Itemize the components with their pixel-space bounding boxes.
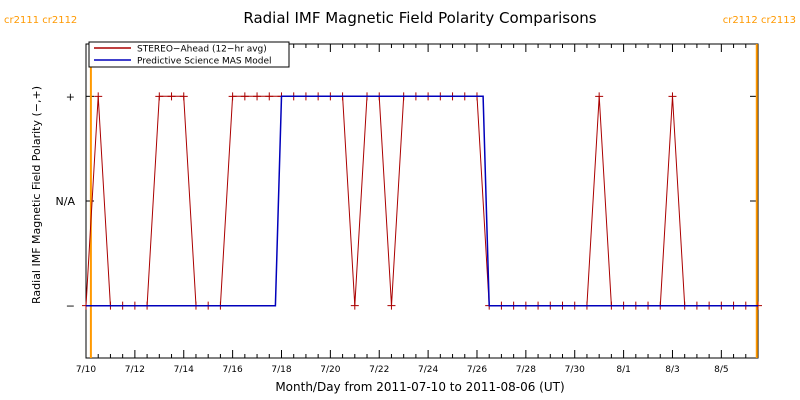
data-point [265, 92, 274, 101]
data-point [387, 301, 396, 310]
chart-title: Radial IMF Magnetic Field Polarity Compa… [243, 9, 596, 27]
data-point [350, 301, 359, 310]
x-tick-label: 7/26 [467, 365, 487, 375]
x-axis: 7/10 7/12 7/14 7/16 7/18 7/20 7/22 7/24 7/26 7/28… [76, 44, 759, 375]
series-line-predictive-science-mas-model [86, 95, 758, 307]
rotation-marker-label: cr2112 cr2113 [723, 15, 796, 26]
y-tick-label: − [66, 300, 75, 313]
data-series [82, 92, 762, 310]
legend-label-stereo: STEREO−Ahead (12−hr avg) [137, 45, 267, 55]
legend-box [88, 41, 290, 68]
data-point [228, 92, 237, 101]
data-point [155, 92, 164, 101]
legend-label-mas-model: Predictive Science MAS Model [137, 57, 272, 67]
x-tick-label: 7/28 [516, 365, 536, 375]
data-point [240, 92, 249, 101]
x-tick-label: 8/5 [714, 365, 728, 375]
x-tick-label: 7/18 [271, 365, 291, 375]
x-tick-label: 7/22 [369, 365, 389, 375]
data-point [595, 92, 604, 101]
data-point [253, 92, 262, 101]
data-point [179, 92, 188, 101]
x-tick-label: 7/30 [565, 365, 585, 375]
x-tick-label: 7/24 [418, 365, 438, 375]
data-point [167, 92, 176, 101]
x-tick-label: 8/3 [665, 365, 679, 375]
x-axis-label: Month/Day from 2011-07-10 to 2011-08-06 … [275, 380, 564, 394]
x-tick-label: 7/14 [174, 365, 194, 375]
y-axis-label: Radial IMF Magnetic Field Polarity (−,+) [30, 86, 43, 304]
data-point [668, 92, 677, 101]
x-tick-label: 7/12 [125, 365, 145, 375]
y-tick-label: N/A [56, 195, 76, 208]
x-tick-label: 7/16 [223, 365, 243, 375]
data-point [94, 92, 103, 101]
y-tick-label: + [66, 90, 75, 103]
legend: STEREO−Ahead (12−hr avg) Predictive Scie… [88, 41, 290, 68]
rotation-marker-label: cr2111 cr2112 [4, 15, 77, 26]
x-tick-label: 7/10 [76, 365, 96, 375]
x-tick-label: 7/20 [320, 365, 340, 375]
x-tick-label: 8/1 [616, 365, 630, 375]
